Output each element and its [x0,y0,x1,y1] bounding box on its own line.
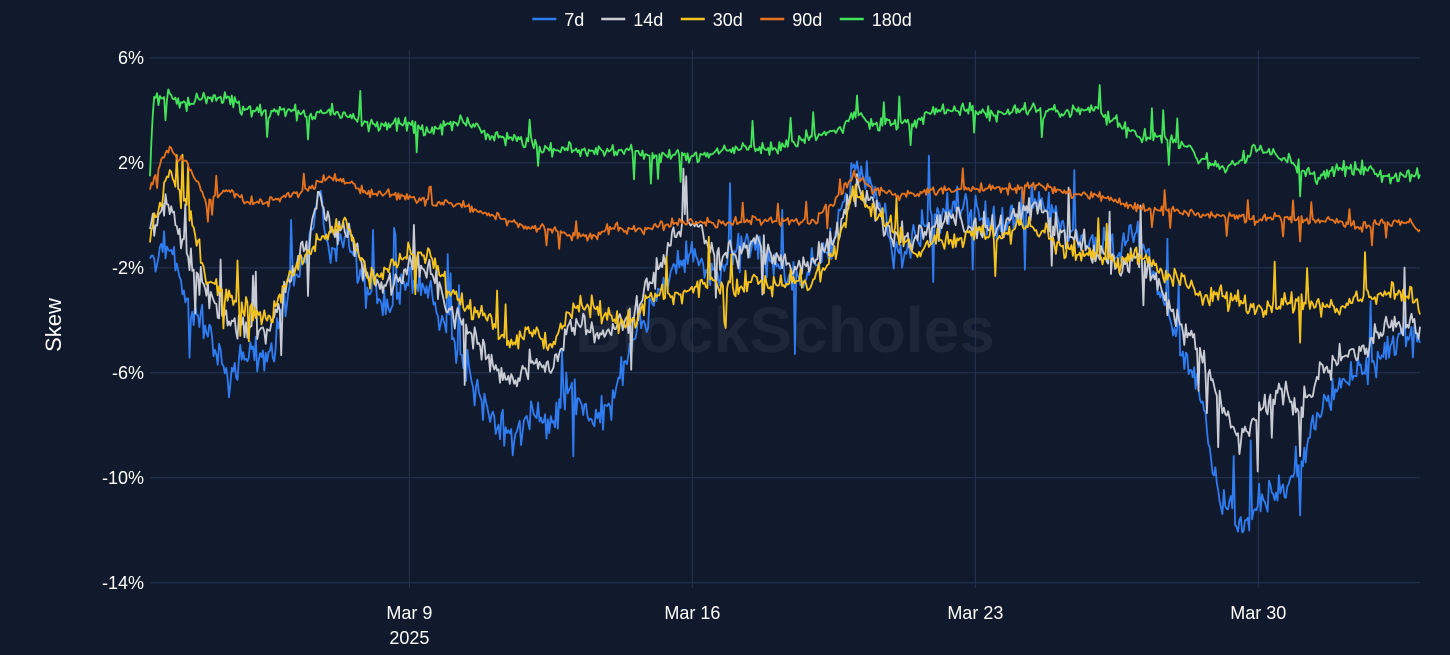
legend-label: 30d [713,10,743,30]
legend-label: 180d [872,10,912,30]
series-line-14d [149,167,1421,473]
y-tick-label: 2% [118,153,144,173]
y-axis: 6% 2% -2% -6% -10% -14% [102,48,144,593]
x-axis: Mar 9 2025 Mar 16 Mar 23 Mar 30 [386,603,1286,648]
series-line-180d [149,84,1421,198]
y-tick-label: -14% [102,573,144,593]
x-tick-label: Mar 30 [1230,603,1286,623]
y-tick-label: 6% [118,48,144,68]
legend-label: 7d [564,10,584,30]
legend-item-14d[interactable]: 14d [601,10,663,30]
x-tick-label: Mar 9 [386,603,432,623]
legend-item-180d[interactable]: 180d [839,10,912,30]
legend[interactable]: 7d 14d 30d 90d 180d [532,10,912,30]
x-tick-label: Mar 16 [664,603,720,623]
series-line-30d [149,153,1421,351]
series-line-90d [149,145,1421,250]
y-tick-label: -10% [102,468,144,488]
y-axis-title: Skew [41,298,66,352]
x-tick-label: Mar 23 [947,603,1003,623]
legend-item-90d[interactable]: 90d [760,10,822,30]
legend-label: 90d [792,10,822,30]
y-tick-label: -6% [112,363,144,383]
legend-item-7d[interactable]: 7d [532,10,584,30]
series-line-7d [149,154,1421,534]
legend-label: 14d [633,10,663,30]
series-lines [149,84,1421,534]
legend-item-30d[interactable]: 30d [680,10,743,30]
y-tick-label: -2% [112,258,144,278]
x-tick-year-label: 2025 [389,628,429,648]
